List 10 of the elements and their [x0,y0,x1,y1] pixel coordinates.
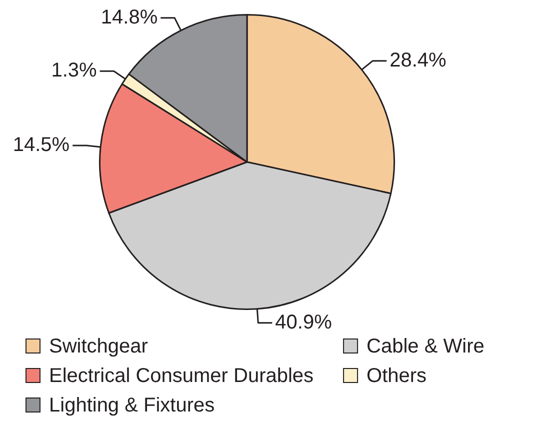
legend-label: Cable & Wire [366,336,484,358]
data-label: 14.5% [12,134,70,156]
data-label: 40.9% [275,311,332,334]
data-label: 1.3% [51,60,98,82]
legend-label: Lighting & Fixtures [49,394,215,417]
legend-label: Switchgear [49,336,148,358]
data-label: 28.4% [390,49,447,72]
legend-label: Others [366,365,427,388]
data-label: 14.8% [100,6,158,28]
legend-label: Electrical Consumer Durables [49,365,314,388]
